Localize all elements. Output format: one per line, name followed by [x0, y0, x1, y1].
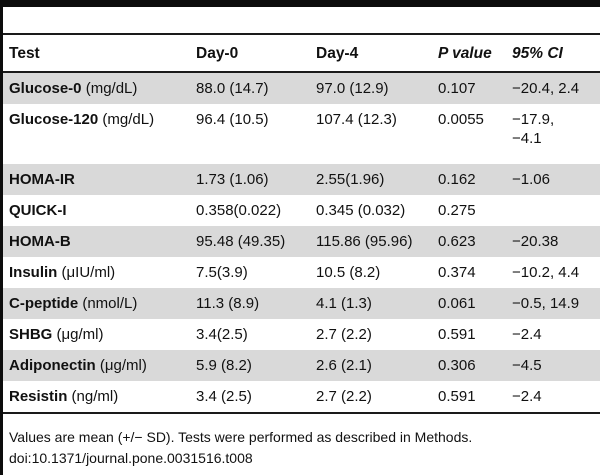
- table-row: Glucose-0 (mg/dL) 88.0 (14.7) 97.0 (12.9)…: [3, 73, 600, 104]
- cell-day0: 95.48 (49.35): [196, 233, 286, 250]
- cell-ci: −10.2, 4.4: [512, 264, 580, 281]
- cell-pvalue: 0.374: [438, 264, 476, 281]
- cell-pvalue: 0.061: [438, 295, 476, 312]
- cell-day0: 1.73 (1.06): [196, 171, 269, 188]
- test-name: C-peptide: [9, 295, 79, 312]
- cell-day0: 0.358(0.022): [196, 202, 282, 219]
- table-row: Adiponectin (μg/ml) 5.9 (8.2) 2.6 (2.1) 0…: [3, 350, 600, 381]
- table-row: SHBG (μg/ml) 3.4(2.5) 2.7 (2.2) 0.591 −2.…: [3, 319, 600, 350]
- table-top-rule: [3, 0, 600, 7]
- cell-pvalue: 0.0055: [438, 111, 484, 128]
- header-bottom-rule: [3, 71, 600, 73]
- test-name: Glucose-0: [9, 80, 82, 97]
- cell-test: QUICK-I: [3, 195, 196, 226]
- cell-day0: 3.4(2.5): [196, 326, 248, 343]
- cell-day0: 5.9 (8.2): [196, 357, 252, 374]
- cell-day0: 3.4 (2.5): [196, 388, 252, 405]
- caption-space: [3, 7, 600, 33]
- table-left-border: [0, 0, 3, 475]
- column-header-pvalue: P value: [438, 44, 492, 62]
- test-name: Insulin: [9, 264, 58, 281]
- cell-day4: 10.5 (8.2): [316, 264, 381, 281]
- cell-day4: 2.7 (2.2): [316, 326, 372, 343]
- cell-day0: 88.0 (14.7): [196, 80, 269, 97]
- cell-day4: 107.4 (12.3): [316, 111, 397, 128]
- test-unit: (μIU/ml): [61, 264, 116, 281]
- test-name: HOMA-IR: [9, 171, 75, 188]
- cell-pvalue: 0.591: [438, 326, 476, 343]
- test-unit: (μg/ml): [99, 357, 147, 374]
- cell-day0: 96.4 (10.5): [196, 111, 269, 128]
- cell-test: Adiponectin (μg/ml): [3, 350, 196, 381]
- cell-pvalue: 0.162: [438, 171, 476, 188]
- table-row: Glucose-120 (mg/dL) 96.4 (10.5) 107.4 (12…: [3, 104, 600, 164]
- footer-note: Values are mean (+/− SD). Tests were per…: [9, 429, 473, 445]
- cell-ci: −1.06: [512, 171, 550, 188]
- test-name: SHBG: [9, 326, 53, 343]
- table-footer: Values are mean (+/− SD). Tests were per…: [3, 414, 600, 469]
- table-row: C-peptide (nmol/L) 11.3 (8.9) 4.1 (1.3) 0…: [3, 288, 600, 319]
- cell-pvalue: 0.591: [438, 388, 476, 405]
- column-header-test: Test: [9, 44, 40, 62]
- cell-pvalue: 0.623: [438, 233, 476, 250]
- test-unit: (ng/ml): [71, 388, 119, 405]
- cell-test: Glucose-120 (mg/dL): [3, 104, 196, 164]
- cell-test: Resistin (ng/ml): [3, 381, 196, 412]
- cell-ci: −0.5, 14.9: [512, 295, 580, 312]
- column-header-day4: Day-4: [316, 44, 359, 62]
- cell-day4: 2.55(1.96): [316, 171, 385, 188]
- cell-pvalue: 0.107: [438, 80, 476, 97]
- cell-day4: 0.345 (0.032): [316, 202, 406, 219]
- table-row: Insulin (μIU/ml) 7.5(3.9) 10.5 (8.2) 0.37…: [3, 257, 600, 288]
- table-bottom-rule: [3, 412, 600, 414]
- cell-day0: 7.5(3.9): [196, 264, 248, 281]
- test-unit: (μg/ml): [56, 326, 104, 343]
- cell-day4: 2.6 (2.1): [316, 357, 372, 374]
- cell-day4: 97.0 (12.9): [316, 80, 389, 97]
- cell-ci: −17.9, −4.1: [512, 111, 555, 147]
- cell-test: C-peptide (nmol/L): [3, 288, 196, 319]
- test-unit: (nmol/L): [82, 295, 138, 312]
- cell-ci: −20.38: [512, 233, 559, 250]
- cell-ci: −4.5: [512, 357, 542, 374]
- test-name: QUICK-I: [9, 202, 67, 219]
- table-row: QUICK-I 0.358(0.022) 0.345 (0.032) 0.275: [3, 195, 600, 226]
- table-row: Resistin (ng/ml) 3.4 (2.5) 2.7 (2.2) 0.59…: [3, 381, 600, 412]
- cell-day4: 115.86 (95.96): [316, 233, 413, 250]
- test-name: Resistin: [9, 388, 68, 405]
- cell-day4: 2.7 (2.2): [316, 388, 372, 405]
- test-unit: (mg/dL): [102, 111, 155, 128]
- table-row: HOMA-B 95.48 (49.35) 115.86 (95.96) 0.62…: [3, 226, 600, 257]
- cell-test: HOMA-B: [3, 226, 196, 257]
- table-row: HOMA-IR 1.73 (1.06) 2.55(1.96) 0.162 −1.…: [3, 164, 600, 195]
- cell-test: Insulin (μIU/ml): [3, 257, 196, 288]
- cell-ci: −2.4: [512, 326, 542, 343]
- column-header-ci: 95% CI: [512, 44, 563, 62]
- cell-test: HOMA-IR: [3, 164, 196, 195]
- test-name: Adiponectin: [9, 357, 96, 374]
- cell-test: SHBG (μg/ml): [3, 319, 196, 350]
- table-header-row: Test Day-0 Day-4 P value 95% CI: [3, 35, 600, 71]
- footer-doi: doi:10.1371/journal.pone.0031516.t008: [9, 450, 253, 466]
- cell-pvalue: 0.275: [438, 202, 476, 219]
- test-name: Glucose-120: [9, 111, 99, 128]
- table-body: Glucose-0 (mg/dL) 88.0 (14.7) 97.0 (12.9)…: [3, 73, 600, 412]
- column-header-day0: Day-0: [196, 44, 239, 62]
- cell-ci: −20.4, 2.4: [512, 80, 580, 97]
- cell-ci: −2.4: [512, 388, 542, 405]
- header-top-rule: [3, 33, 600, 35]
- cell-day4: 4.1 (1.3): [316, 295, 372, 312]
- cell-ci: [512, 195, 600, 226]
- test-unit: (mg/dL): [85, 80, 138, 97]
- test-name: HOMA-B: [9, 233, 71, 250]
- cell-day0: 11.3 (8.9): [196, 295, 260, 312]
- cell-pvalue: 0.306: [438, 357, 476, 374]
- cell-test: Glucose-0 (mg/dL): [3, 73, 196, 104]
